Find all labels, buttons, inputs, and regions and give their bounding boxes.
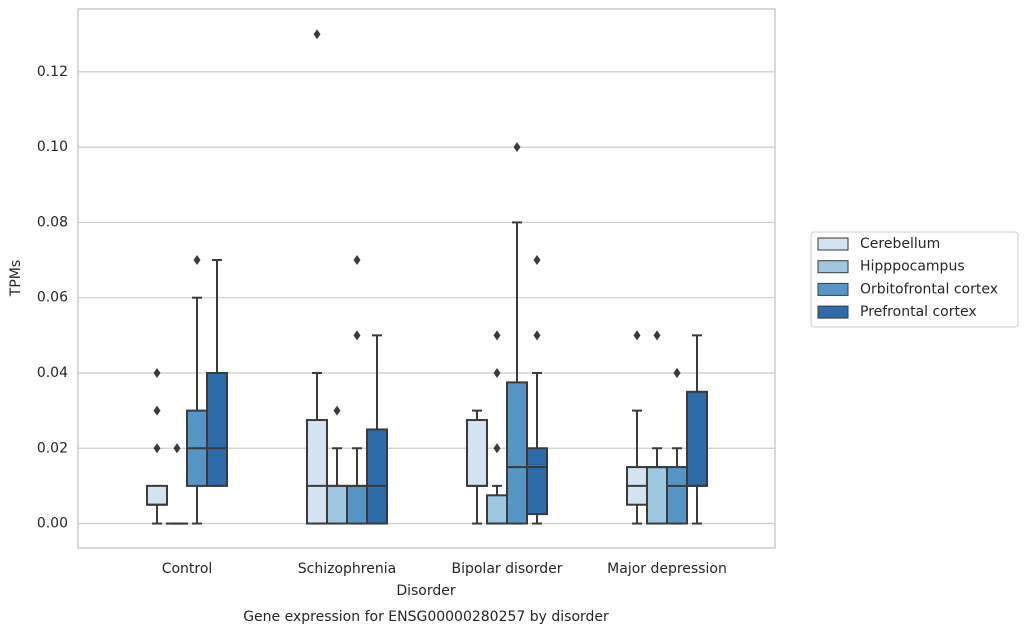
legend-swatch: [817, 282, 849, 296]
legend-swatch: [817, 260, 849, 274]
box: [366, 428, 388, 525]
x-tick-label: Bipolar disorder: [451, 561, 562, 577]
outlier: [153, 443, 161, 454]
outlier: [533, 255, 541, 266]
box: [686, 390, 708, 487]
box: [526, 447, 548, 516]
outlier: [153, 405, 161, 416]
legend-label: Orbitofrontal cortex: [860, 281, 998, 297]
y-tick-label: 0.02: [37, 440, 68, 456]
x-tick-label: Major depression: [607, 561, 727, 577]
outlier: [153, 367, 161, 378]
y-tick-label: 0.08: [37, 214, 68, 230]
legend-label: Prefrontal cortex: [860, 304, 977, 320]
outlier: [493, 330, 501, 341]
outlier: [673, 367, 681, 378]
y-tick-label: 0.10: [37, 139, 68, 155]
box: [486, 494, 508, 525]
y-tick-label: 0.06: [37, 290, 68, 306]
outlier: [333, 405, 341, 416]
x-axis-label: Disorder: [396, 583, 456, 599]
box: [306, 419, 328, 525]
outlier: [493, 443, 501, 454]
outlier: [653, 330, 661, 341]
outlier: [353, 330, 361, 341]
legend-label: Cerebellum: [860, 236, 940, 252]
y-tick-label: 0.00: [37, 516, 68, 532]
x-tick-label: Control: [162, 561, 213, 577]
outlier: [533, 330, 541, 341]
outlier: [513, 142, 521, 153]
legend-swatch: [817, 305, 849, 319]
outlier: [173, 443, 181, 454]
plot-frame: [77, 8, 776, 549]
y-tick-label: 0.12: [37, 64, 68, 80]
legend-label: Hipppocampus: [860, 259, 965, 275]
outlier: [313, 29, 321, 40]
legend-frame: [810, 231, 1019, 328]
box: [326, 484, 348, 525]
box: [206, 371, 228, 487]
outlier: [353, 255, 361, 266]
outlier: [633, 330, 641, 341]
outlier: [193, 255, 201, 266]
chart-title: Gene expression for ENSG00000280257 by d…: [243, 609, 609, 625]
box: [506, 381, 528, 525]
box: [666, 466, 688, 525]
box: [646, 466, 668, 525]
legend-swatch: [817, 237, 849, 251]
outlier: [493, 367, 501, 378]
y-tick-label: 0.04: [37, 365, 68, 381]
box: [146, 484, 168, 506]
box: [346, 484, 368, 525]
box: [466, 419, 488, 487]
y-axis-label: TPMs: [8, 260, 24, 297]
x-tick-label: Schizophrenia: [298, 561, 396, 577]
